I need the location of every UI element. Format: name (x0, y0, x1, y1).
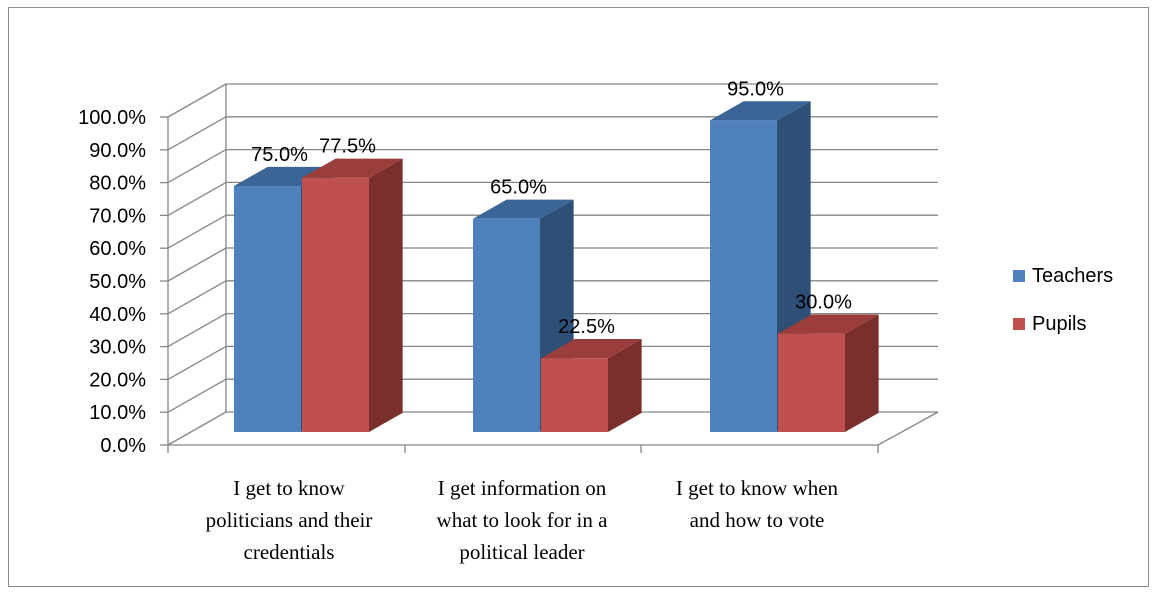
x-tick-label: I get to know when (676, 476, 839, 500)
data-label: 95.0% (727, 78, 784, 100)
bar-top-teachers (710, 101, 811, 121)
bar-side-pupils (845, 314, 879, 432)
gridline-diagonal (167, 83, 227, 118)
bar-teachers (710, 120, 777, 433)
x-tick-label: credentials (244, 540, 335, 564)
legend-swatch-teachers (1013, 270, 1025, 282)
data-label: 77.5% (319, 136, 376, 158)
bar-pupils (778, 333, 845, 432)
y-tick-label: 60.0% (89, 238, 146, 260)
gridline-diagonal (167, 149, 227, 184)
y-tick-label: 10.0% (89, 402, 146, 424)
bar-top-teachers (473, 199, 574, 219)
y-tick-label: 90.0% (89, 140, 146, 162)
bar-top-pupils (302, 158, 403, 178)
bar-top-pupils (541, 339, 642, 359)
y-tick-label: 50.0% (89, 271, 146, 293)
y-tick-label: 100.0% (78, 107, 146, 129)
gridline-diagonal (167, 411, 227, 446)
gridline-diagonal (167, 214, 227, 249)
x-tick-label: politicians and their (206, 508, 373, 532)
bar-pupils (541, 358, 608, 432)
bar-side-pupils (369, 158, 403, 432)
x-tick-label: I get to know (233, 476, 345, 500)
data-label: 22.5% (558, 316, 615, 338)
gridline-diagonal (167, 181, 227, 216)
bar-teachers (234, 186, 301, 432)
legend-label-teachers: Teachers (1032, 265, 1113, 287)
gridline-diagonal (167, 345, 227, 380)
gridline-diagonal (167, 313, 227, 348)
data-label: 30.0% (795, 291, 852, 313)
gridline-diagonal (167, 247, 227, 282)
gridline-diagonal (167, 378, 227, 413)
legend-label-pupils: Pupils (1032, 313, 1086, 335)
x-tick-label: political leader (459, 540, 584, 564)
y-tick-label: 0.0% (100, 435, 146, 457)
y-tick-label: 30.0% (89, 337, 146, 359)
bar-top-teachers (234, 166, 335, 186)
gridline-diagonal (167, 280, 227, 315)
y-tick-label: 40.0% (89, 304, 146, 326)
x-tick-label: and how to vote (690, 508, 825, 532)
floor-edge (877, 411, 939, 446)
bar-side-pupils (608, 339, 642, 432)
gridline-diagonal (167, 116, 227, 151)
bar-top-pupils (778, 314, 879, 334)
legend-swatch-pupils (1013, 318, 1025, 330)
x-tick-label: what to look for in a (437, 508, 609, 532)
y-tick-label: 80.0% (89, 173, 146, 195)
bar-teachers (473, 218, 540, 432)
y-tick-label: 70.0% (89, 205, 146, 227)
x-tick-label: I get information on (438, 476, 607, 500)
data-label: 65.0% (490, 177, 547, 199)
bar-pupils (302, 177, 369, 432)
data-label: 75.0% (251, 144, 308, 166)
y-tick-label: 20.0% (89, 369, 146, 391)
